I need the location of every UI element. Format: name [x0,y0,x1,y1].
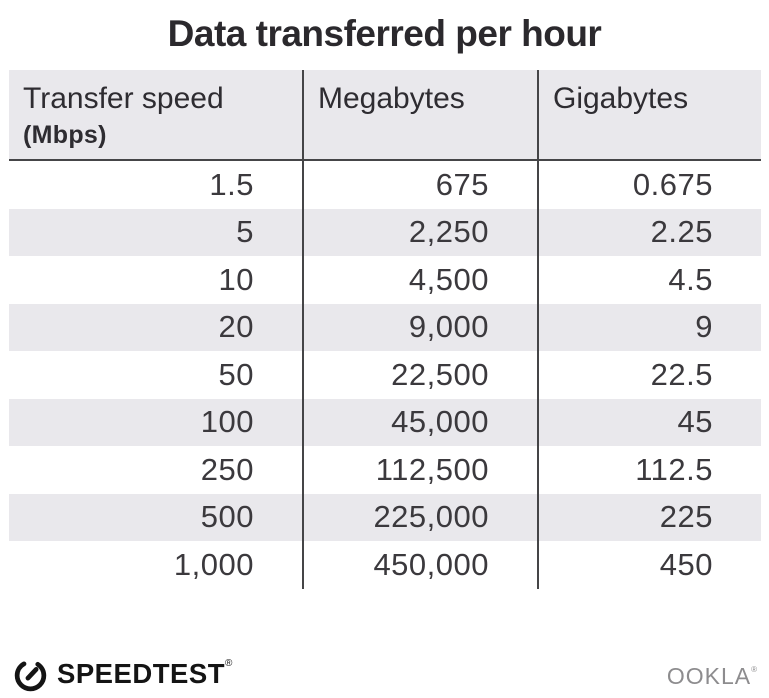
cell-gigabytes: 450 [537,541,761,589]
cell-speed: 1.5 [209,166,254,202]
cell-speed: 5 [236,214,254,250]
column-header-gigabytes: Gigabytes [537,70,761,159]
table-row: 250 112,500 112.5 [9,446,761,494]
cell-gigabytes: 4.5 [537,256,761,304]
table-row: 1,000 450,000 450 [9,541,761,589]
data-table: Transfer speed (Mbps) Megabytes Gigabyte… [9,70,761,589]
column-header-label: Megabytes [318,82,465,115]
cell-gigabytes: 22.5 [537,351,761,399]
ookla-logo: OOKLA ® [667,663,758,690]
table-row: 100 45,000 45 [9,398,761,446]
cell-speed: 250 [200,451,254,487]
column-header-unit: (Mbps) [23,121,107,149]
cell-megabytes: 225,000 [302,493,537,541]
speedtest-wordmark: SPEEDTEST [57,658,226,689]
table-header-row: Transfer speed (Mbps) Megabytes Gigabyte… [9,70,761,161]
cell-gigabytes: 2.25 [537,208,761,256]
cell-megabytes: 45,000 [302,398,537,446]
cell-speed: 10 [218,261,254,297]
cell-speed: 1,000 [173,546,254,582]
cell-gigabytes: 225 [537,493,761,541]
cell-megabytes: 2,250 [302,208,537,256]
table-row: 50 22,500 22.5 [9,351,761,399]
cell-speed: 500 [200,499,254,535]
table-row: 10 4,500 4.5 [9,256,761,304]
column-header-label: Transfer speed [23,82,224,115]
page-title: Data transferred per hour [167,13,602,54]
cell-gigabytes: 45 [537,398,761,446]
cell-gigabytes: 0.675 [537,161,761,209]
registered-trademark-icon: ® [225,658,233,669]
ookla-wordmark: OOKLA [666,663,752,689]
speedtest-gauge-icon [14,659,47,691]
table-row: 5 2,250 2.25 [9,208,761,256]
cell-megabytes: 22,500 [302,351,537,399]
table-row: 500 225,000 225 [9,493,761,541]
registered-trademark-icon: ® [751,665,758,674]
table-row: 1.5 675 0.675 [9,161,761,209]
column-header-transfer-speed: Transfer speed (Mbps) [9,70,302,159]
cell-gigabytes: 112.5 [537,446,761,494]
cell-speed: 20 [218,309,254,345]
column-header-label: Gigabytes [553,82,689,115]
cell-speed: 50 [218,356,254,392]
speedtest-logo: SPEEDTEST ® [12,654,232,694]
cell-megabytes: 675 [302,161,537,209]
cell-gigabytes: 9 [537,303,761,351]
table-row: 20 9,000 9 [9,303,761,351]
cell-megabytes: 9,000 [302,303,537,351]
cell-speed: 100 [200,404,254,440]
cell-megabytes: 450,000 [302,541,537,589]
column-header-megabytes: Megabytes [302,70,537,159]
table-body: 1.5 675 0.675 5 2,250 2.25 10 4,500 4.5 … [9,161,761,589]
cell-megabytes: 112,500 [302,446,537,494]
cell-megabytes: 4,500 [302,256,537,304]
